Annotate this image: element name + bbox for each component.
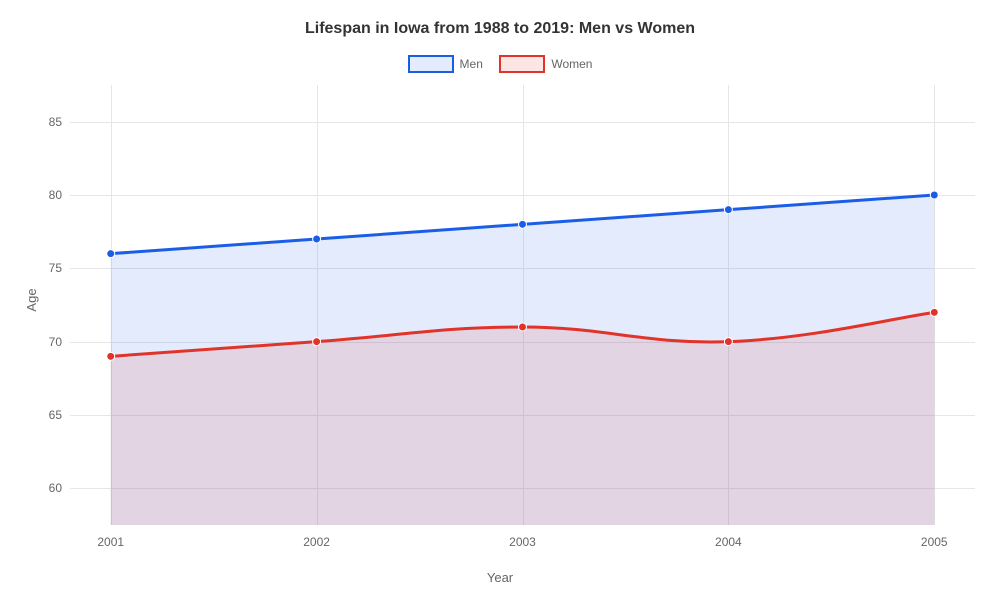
chart-title: Lifespan in Iowa from 1988 to 2019: Men …	[0, 20, 1000, 38]
y-axis-title: Age	[24, 288, 39, 311]
x-tick-label: 2001	[97, 535, 124, 549]
legend-swatch-men	[408, 55, 454, 73]
y-tick-label: 85	[49, 115, 62, 129]
x-axis-title: Year	[487, 570, 513, 585]
marker-men[interactable]	[724, 206, 732, 214]
y-tick-label: 75	[49, 261, 62, 275]
legend-item-women[interactable]: Women	[499, 55, 592, 73]
marker-women[interactable]	[724, 338, 732, 346]
marker-men[interactable]	[313, 235, 321, 243]
x-tick-label: 2003	[509, 535, 536, 549]
x-tick-label: 2005	[921, 535, 948, 549]
legend-item-men[interactable]: Men	[408, 55, 483, 73]
y-tick-label: 60	[49, 481, 62, 495]
y-tick-label: 80	[49, 188, 62, 202]
chart-legend: Men Women	[0, 55, 1000, 78]
y-tick-label: 70	[49, 335, 62, 349]
plot-area: 60657075808520012002200320042005	[70, 85, 975, 525]
marker-men[interactable]	[519, 220, 527, 228]
legend-label-men: Men	[460, 57, 483, 71]
marker-men[interactable]	[930, 191, 938, 199]
x-tick-label: 2004	[715, 535, 742, 549]
chart-svg-layer	[70, 85, 975, 525]
marker-women[interactable]	[313, 338, 321, 346]
marker-women[interactable]	[519, 323, 527, 331]
legend-swatch-women	[499, 55, 545, 73]
marker-women[interactable]	[930, 308, 938, 316]
marker-women[interactable]	[107, 352, 115, 360]
x-tick-label: 2002	[303, 535, 330, 549]
y-tick-label: 65	[49, 408, 62, 422]
legend-label-women: Women	[551, 57, 592, 71]
marker-men[interactable]	[107, 250, 115, 258]
chart-container: Lifespan in Iowa from 1988 to 2019: Men …	[0, 0, 1000, 600]
